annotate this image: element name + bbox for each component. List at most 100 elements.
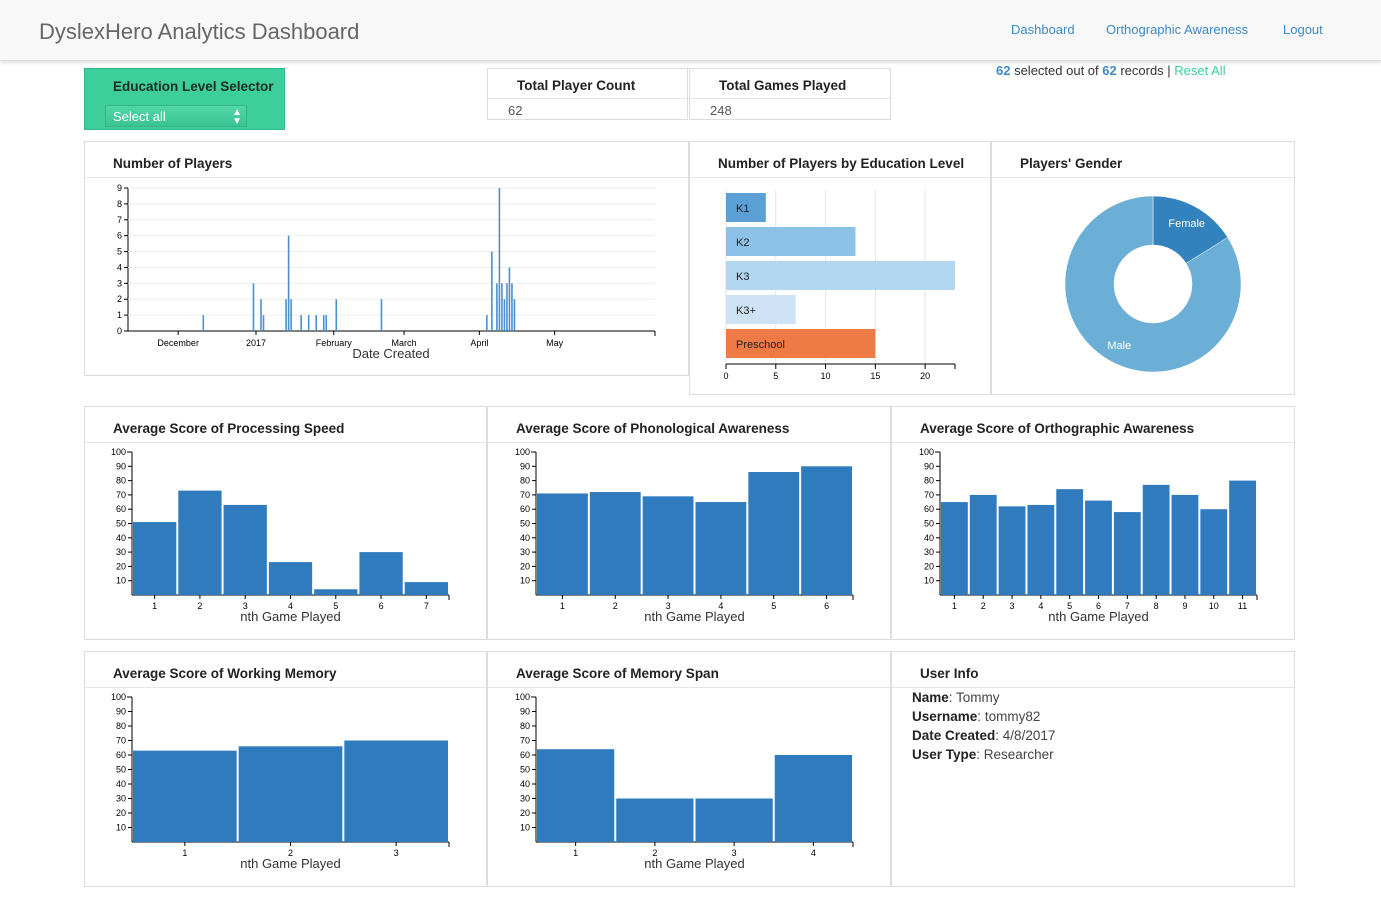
bar: [726, 329, 876, 358]
bar: [774, 755, 852, 842]
players-gender-chart[interactable]: Female Male: [992, 178, 1296, 395]
orthographic-awareness-chart[interactable]: 10 20 30 40 50 60 70 80 90 100 1 2 3 4 5 6 7 8 9 10 11 nth Ga…: [892, 443, 1296, 640]
education-level-panel: Number of Players by Education Level 0 5 1…: [689, 141, 991, 395]
x-tick-label: 1: [952, 601, 957, 611]
phonological-awareness-panel: Average Score of Phonological Awareness …: [487, 406, 891, 640]
x-tick-label: 4: [1038, 601, 1043, 611]
x-tick-label: 5: [1067, 601, 1072, 611]
y-tick-label: 60: [520, 504, 530, 514]
bar: [496, 283, 498, 331]
total-games-played-value: 248: [710, 103, 732, 118]
bar: [589, 492, 641, 595]
bar: [695, 798, 773, 842]
players-over-time-chart[interactable]: 0 1 2 3 4 5 6 7 8 9 December 2017 February March April…: [85, 178, 690, 376]
education-level-select[interactable]: Select all ▲ ▼: [105, 105, 247, 127]
x-tick-label: 2: [981, 601, 986, 611]
bar: [695, 502, 747, 595]
bar: [501, 283, 503, 331]
y-tick-label: 50: [116, 765, 126, 775]
players-gender-title: Players' Gender: [992, 142, 1294, 178]
bar: [726, 295, 796, 324]
nav-orthographic-link[interactable]: Orthographic Awareness: [1106, 22, 1249, 37]
y-tick-label: 60: [924, 504, 934, 514]
brand-title[interactable]: DyslexHero Analytics Dashboard: [39, 19, 360, 44]
y-tick-label: 3: [117, 278, 122, 288]
bar: [238, 746, 343, 842]
y-tick-label: 40: [924, 533, 934, 543]
y-tick-label: 10: [116, 823, 126, 833]
bar: [513, 299, 516, 331]
bar: [969, 494, 997, 595]
bar: [941, 502, 968, 595]
y-tick-label: 100: [919, 447, 934, 457]
x-axis-label: Date Created: [352, 346, 429, 361]
selector-title: Education Level Selector: [113, 79, 274, 94]
bar: [314, 589, 358, 595]
bar: [315, 315, 318, 331]
bar: [537, 493, 588, 595]
y-tick-label: 1: [117, 310, 122, 320]
phonological-awareness-chart[interactable]: 10 20 30 40 50 60 70 80 90 100 1 2 3 4 5 6 nth Game Play…: [488, 443, 892, 640]
bar: [642, 496, 694, 595]
working-memory-panel: Average Score of Working Memory 10 20 30 40…: [84, 651, 487, 887]
y-tick-label: 70: [116, 490, 126, 500]
bar: [616, 798, 694, 842]
bar: [287, 235, 290, 331]
y-tick-label: 10: [520, 823, 530, 833]
y-tick-label: 50: [116, 519, 126, 529]
working-memory-chart[interactable]: 10 20 30 40 50 60 70 80 90 100 1 2 3 nth Game Played: [85, 688, 488, 887]
y-tick-label: 100: [515, 447, 530, 457]
y-tick-label: 6: [117, 231, 122, 241]
total-games-played-box: Total Games Played 248: [689, 68, 891, 120]
x-tick-label: 11: [1238, 601, 1247, 611]
bar: [178, 490, 222, 595]
bar: [537, 749, 615, 842]
user-date-value: 4/8/2017: [1002, 728, 1056, 743]
memory-span-chart[interactable]: 10 20 30 40 50 60 70 80 90 100 1 2 3 4 nth Game Played: [488, 688, 892, 887]
bar: [335, 299, 338, 331]
y-tick-label: 90: [116, 461, 126, 471]
y-tick-label: 50: [520, 519, 530, 529]
total-player-count-title: Total Player Count: [488, 69, 687, 99]
x-tick-label: 4: [288, 601, 293, 611]
x-tick-label: 2: [613, 601, 618, 611]
x-tick-label: 1: [573, 848, 578, 858]
x-tick-label: 5: [771, 601, 776, 611]
players-over-time-title: Number of Players: [85, 142, 688, 178]
y-tick-label: 80: [520, 476, 530, 486]
y-tick-label: 30: [520, 547, 530, 557]
x-tick-label: 6: [379, 601, 384, 611]
bar: [268, 562, 313, 595]
bar: [503, 299, 506, 331]
education-level-chart[interactable]: 0 5 10 15 20 K1 K2 K3 K3+ Preschool: [690, 178, 992, 395]
x-tick-label: 7: [1125, 601, 1130, 611]
nav-dashboard-link[interactable]: Dashboard: [1011, 22, 1075, 37]
x-tick-label: 8: [1154, 601, 1159, 611]
user-date-line: Date Created: 4/8/2017: [912, 728, 1056, 743]
x-tick-label: 3: [243, 601, 248, 611]
x-tick-label: 6: [1096, 601, 1101, 611]
processing-speed-panel: Average Score of Processing Speed 10 20 30…: [84, 406, 487, 640]
user-name-label: Name: [912, 690, 949, 705]
x-tick-label: 6: [824, 601, 829, 611]
x-tick-label: 15: [870, 371, 880, 381]
bar: [511, 283, 513, 331]
x-tick-label: 4: [811, 848, 816, 858]
nav-logout-link[interactable]: Logout: [1283, 22, 1323, 37]
user-type-line: User Type: Researcher: [912, 747, 1054, 762]
user-username-value: tommy82: [984, 709, 1041, 724]
user-type-value: Researcher: [983, 747, 1054, 762]
x-tick-label: 3: [1010, 601, 1015, 611]
pie-slice-label: Male: [1107, 340, 1131, 352]
bar: [998, 506, 1026, 595]
players-over-time-panel: Number of Players 0 1 2 3 4 5 6 7 8 9 December 2017…: [84, 141, 689, 376]
processing-speed-chart[interactable]: 10 20 30 40 50 60 70 80 90 100 1 2 3 4 5 6 7 nth Game Pla…: [85, 443, 488, 640]
x-tick-label: May: [546, 338, 564, 348]
y-tick-label: 90: [520, 461, 530, 471]
y-tick-label: 80: [520, 721, 530, 731]
y-tick-label: 5: [117, 247, 122, 257]
x-axis-label: nth Game Played: [644, 856, 744, 871]
reset-all-link[interactable]: Reset All: [1174, 63, 1226, 78]
y-tick-label: 40: [520, 533, 530, 543]
bar: [1113, 512, 1141, 595]
